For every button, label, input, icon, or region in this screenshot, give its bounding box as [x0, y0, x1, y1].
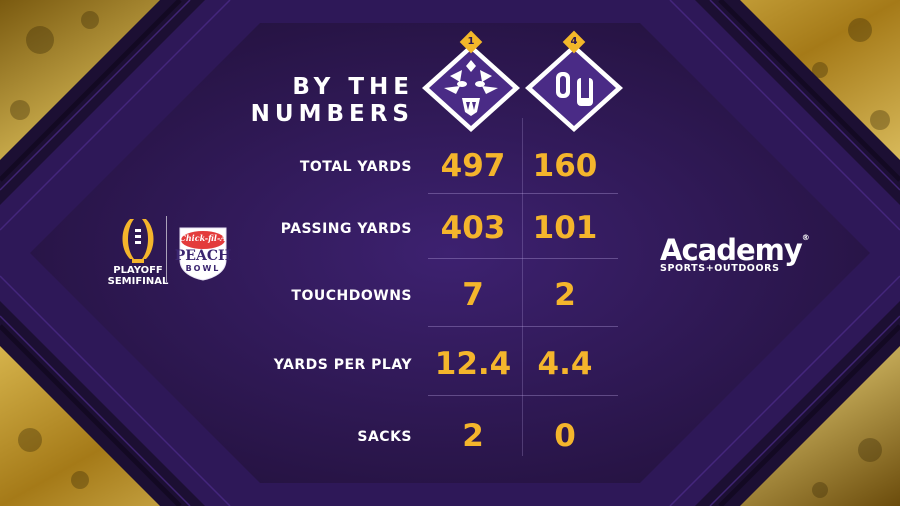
team2-touchdowns: 2	[554, 277, 576, 313]
team2-sacks: 0	[554, 418, 576, 454]
row-divider	[428, 395, 618, 396]
academy-tagline: SPORTS+OUTDOORS	[660, 263, 780, 274]
team2-yards-per-play: 4.4	[537, 346, 593, 382]
team2-seed-badge: 4	[562, 30, 586, 54]
stat-label-total-yards: TOTAL YARDS	[299, 159, 412, 175]
academy-sponsor-logo: Academy® SPORTS+OUTDOORS	[660, 233, 810, 274]
lsu-tiger-icon	[422, 44, 520, 132]
team1-sacks: 2	[462, 418, 484, 454]
cfp-line-1: PLAYOFF	[113, 265, 163, 276]
title-line-2: NUMBERS	[250, 101, 414, 127]
stat-label-touchdowns: TOUCHDOWNS	[291, 288, 412, 304]
registered-mark: ®	[801, 233, 810, 242]
team1-seed-badge: 1	[459, 30, 483, 54]
cfp-line-2: SEMIFINAL	[107, 276, 169, 287]
cfp-trophy-icon	[122, 219, 154, 263]
team1-total-yards: 497	[440, 148, 506, 184]
row-divider	[428, 193, 618, 194]
academy-brand-name: Academy	[660, 233, 803, 267]
peach-bowl-icon	[179, 227, 227, 281]
title-line-1: BY THE	[292, 74, 414, 100]
team2-passing-yards: 101	[532, 210, 598, 246]
team2-total-yards: 160	[532, 148, 598, 184]
stat-label-yards-per-play: YARDS PER PLAY	[273, 357, 412, 373]
ou-logo-icon	[525, 44, 623, 132]
column-divider	[522, 118, 523, 456]
logo-divider	[166, 216, 167, 282]
bowl-peach-text: PEACH	[174, 248, 232, 264]
team1-yards-per-play: 12.4	[434, 346, 512, 382]
row-divider	[428, 258, 618, 259]
team1-touchdowns: 7	[462, 277, 484, 313]
bowl-bowl-text: BOWL	[185, 264, 221, 273]
team1-passing-yards: 403	[440, 210, 506, 246]
bowl-sponsor-text: Chick-fil-A	[179, 233, 227, 243]
row-divider	[428, 326, 618, 327]
peach-bowl-logo: Chick-fil-A PEACH BOWL	[170, 220, 236, 281]
stat-label-sacks: SACKS	[357, 429, 412, 445]
stat-label-passing-yards: PASSING YARDS	[280, 221, 412, 237]
